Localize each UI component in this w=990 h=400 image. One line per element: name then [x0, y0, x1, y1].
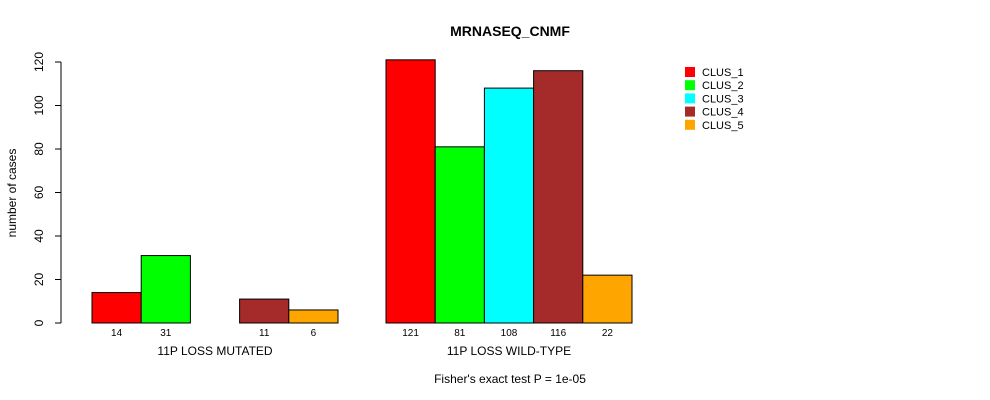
bar-clus-4-group-2	[533, 70, 584, 324]
bar-value-label: 81	[454, 328, 466, 339]
group-labels: 11P LOSS MUTATED 11P LOSS WILD-TYPE	[157, 344, 571, 358]
y-tick-label: 80	[32, 142, 46, 156]
bar-clus-5-group-1	[288, 309, 339, 324]
bar-value-label: 116	[550, 328, 566, 339]
legend-swatch-clus-1	[685, 67, 695, 77]
bar-value-label: 22	[602, 328, 614, 339]
legend-swatch-clus-4	[685, 106, 695, 117]
bar-clus-2-group-1	[140, 255, 191, 324]
legend-swatch-clus-2	[685, 80, 695, 91]
legend-label: CLUS_1	[702, 67, 744, 79]
bar-clus-3-group-2	[483, 87, 535, 324]
y-axis: 0 20 40 60 80 100 120	[32, 52, 62, 326]
legend-label: CLUS_3	[702, 93, 744, 105]
y-tick-label: 120	[32, 52, 46, 72]
bar-value-label: 121	[402, 328, 419, 339]
y-axis-label: number of cases	[5, 149, 19, 238]
bar-value-label: 31	[160, 328, 172, 339]
bars	[91, 59, 633, 324]
y-tick-label: 20	[32, 273, 46, 287]
legend-label: CLUS_5	[702, 120, 744, 132]
y-tick-label: 0	[32, 319, 46, 326]
bar-clus-5-group-2	[582, 274, 633, 324]
y-tick-label: 100	[32, 95, 46, 115]
bar-value-label: 14	[111, 328, 123, 339]
bar-value-label: 108	[501, 328, 518, 339]
value-labels: 14 31 11 6 121 81 108 116 22	[111, 328, 613, 339]
y-tick-label: 40	[32, 229, 46, 243]
group-label: 11P LOSS WILD-TYPE	[447, 344, 571, 358]
bar-clus-1-group-1	[91, 292, 142, 324]
legend-swatch-clus-5	[685, 119, 695, 130]
bar-value-label: 11	[259, 328, 270, 339]
chart-title: MRNASEQ_CNMF	[450, 23, 570, 39]
legend-label: CLUS_2	[702, 80, 744, 92]
bar-value-label: 6	[311, 328, 317, 339]
bar-clus-1-group-2	[385, 59, 436, 324]
footnote: Fisher's exact test P = 1e-05	[434, 372, 586, 386]
legend-label: CLUS_4	[702, 107, 744, 119]
legend-swatch-clus-3	[685, 93, 695, 104]
bar-clus-4-group-1	[239, 298, 290, 324]
bar-clus-2-group-2	[434, 146, 485, 324]
group-label: 11P LOSS MUTATED	[157, 344, 272, 358]
y-tick-label: 60	[32, 186, 46, 200]
